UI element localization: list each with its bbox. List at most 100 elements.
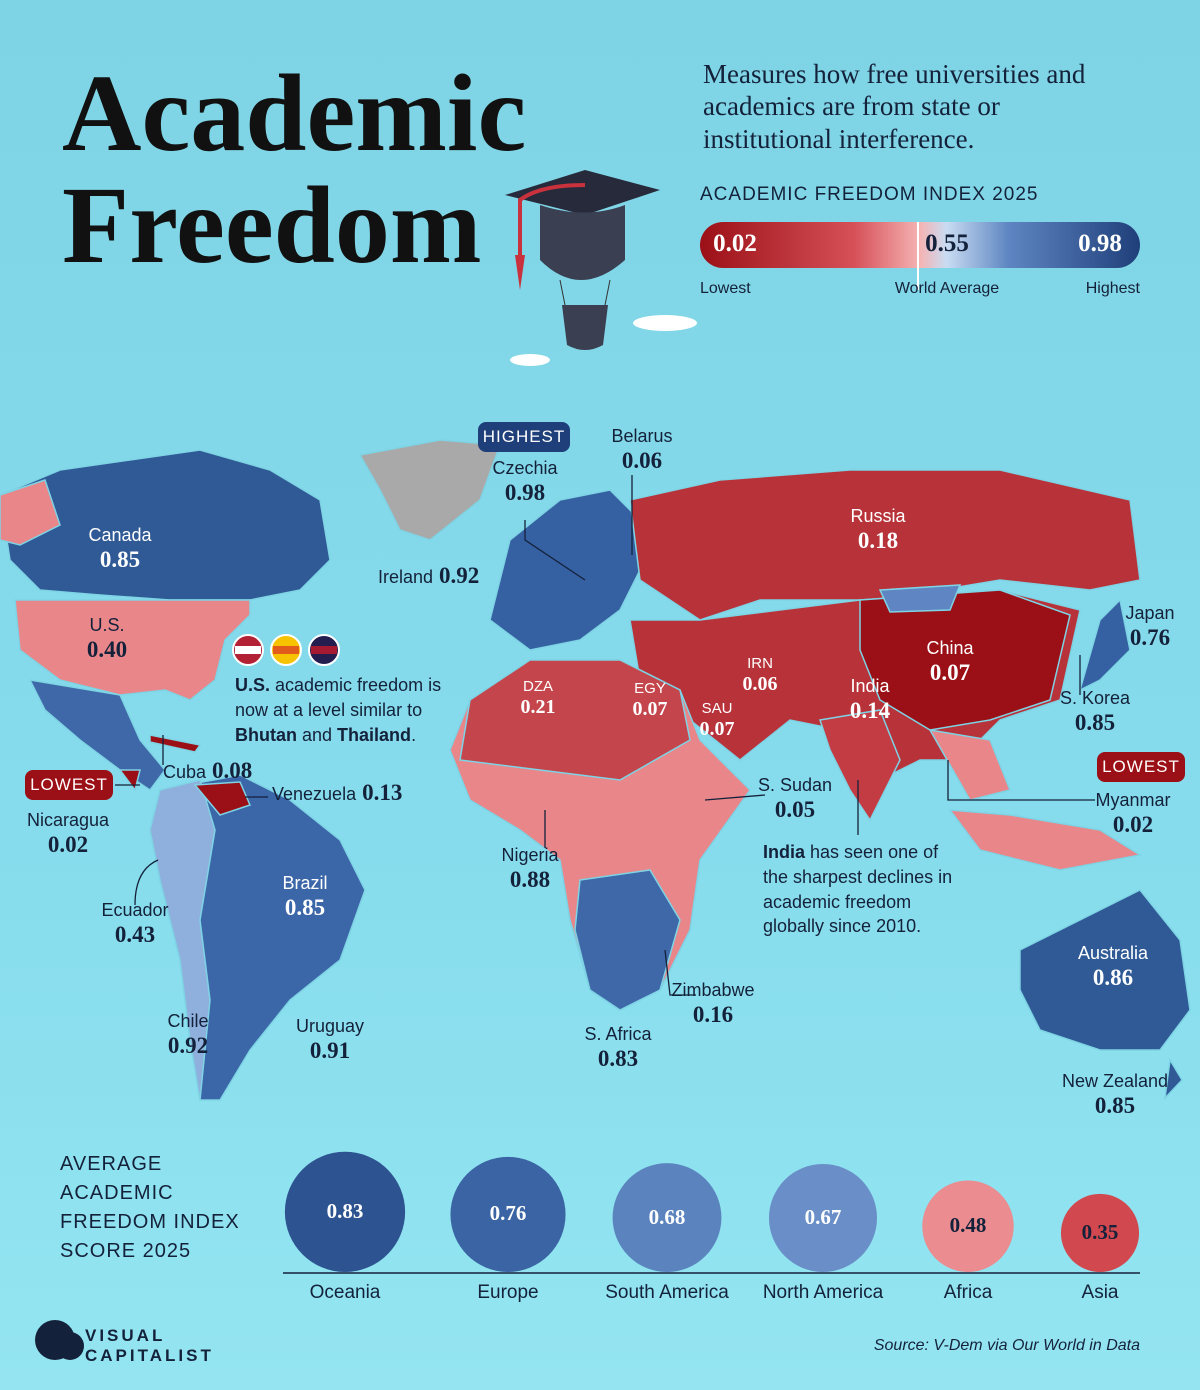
bubble-label: 0.48 xyxy=(949,1213,987,1238)
legend-value: 0.98 xyxy=(1078,230,1122,257)
bubble xyxy=(284,1151,406,1272)
country-value: 0.91 xyxy=(309,1038,351,1063)
badge: LOWEST xyxy=(1097,752,1185,782)
world-map xyxy=(0,439,1191,1101)
country-name: Canada xyxy=(88,525,152,545)
bubble xyxy=(922,1180,1014,1272)
country-name: EGY xyxy=(634,680,666,697)
legend-value: 0.55 xyxy=(925,230,969,257)
country-name: India xyxy=(850,676,890,696)
country-name: Myanmar xyxy=(1095,790,1171,810)
flag-band xyxy=(273,646,299,654)
badge: LOWEST xyxy=(25,770,113,800)
country-name: Chile xyxy=(167,1011,209,1031)
country-value: 0.18 xyxy=(857,528,899,553)
annotation: India has seen one of the sharpest decli… xyxy=(763,840,968,939)
map-label: Venezuela 0.13 xyxy=(272,780,402,806)
legend-bar xyxy=(700,222,1140,290)
country-name: Venezuela xyxy=(272,784,357,804)
bubble-label: 0.67 xyxy=(804,1204,842,1229)
annotation-part: academic freedom is now at a level simil… xyxy=(235,675,442,720)
country-value: 0.76 xyxy=(1129,625,1171,650)
annotation-part: U.S. xyxy=(235,675,271,695)
category-label: Europe xyxy=(477,1282,539,1303)
logo-mark xyxy=(35,1320,84,1360)
legend-value: 0.02 xyxy=(713,230,757,257)
chart-title: AVERAGE ACADEMIC FREEDOM INDEX SCORE 202… xyxy=(60,1153,240,1262)
country-value: 0.06 xyxy=(621,448,663,473)
country-name: SAU xyxy=(701,700,733,717)
bubble xyxy=(1060,1193,1140,1272)
country-value: 0.13 xyxy=(362,780,403,805)
country-value: 0.86 xyxy=(1092,965,1134,990)
country-value: 0.02 xyxy=(47,832,89,857)
country-name: S. Korea xyxy=(1059,688,1131,708)
annotation-part: and xyxy=(297,724,338,745)
leader-lines xyxy=(115,475,1095,996)
country-value: 0.85 xyxy=(99,547,141,572)
country-value: 0.40 xyxy=(86,637,128,662)
country-value: 0.92 xyxy=(167,1033,209,1058)
logo-text: CAPITALIST xyxy=(85,1346,214,1365)
source: Source: V-Dem via Our World in Data xyxy=(873,1337,1140,1354)
annotation: U.S. academic freedom is now at a level … xyxy=(235,673,460,747)
country-value: 0.85 xyxy=(1074,710,1116,735)
legend-label: Lowest xyxy=(700,280,751,297)
bubble-label: 0.68 xyxy=(648,1204,686,1229)
country-name: Australia xyxy=(1077,943,1149,963)
bubble-label: 0.35 xyxy=(1081,1219,1119,1244)
country-value: 0.88 xyxy=(509,867,551,892)
title-line: Freedom xyxy=(62,164,482,286)
balloon-illustration xyxy=(505,170,697,366)
bubble xyxy=(768,1163,878,1272)
country-name: Czechia xyxy=(492,458,558,478)
annotation-part: India xyxy=(763,842,806,862)
badge: HIGHEST xyxy=(478,422,570,452)
country-value: 0.02 xyxy=(1112,812,1154,837)
category-label: Oceania xyxy=(309,1282,381,1303)
bubble-label: 0.83 xyxy=(326,1198,364,1223)
country-name: IRN xyxy=(747,655,773,672)
country-value: 0.85 xyxy=(284,895,326,920)
country-name: Zimbabwe xyxy=(671,980,755,1000)
description: Measures how free universities and acade… xyxy=(703,59,1086,154)
country-value: 0.05 xyxy=(774,797,816,822)
bubble-label: 0.76 xyxy=(489,1201,527,1226)
country-value: 0.07 xyxy=(929,660,971,685)
country-name: New Zealand xyxy=(1061,1071,1169,1091)
country-value: 0.43 xyxy=(114,922,156,947)
country-name: Nigeria xyxy=(501,845,559,865)
country-name: Uruguay xyxy=(295,1016,365,1036)
country-name: Ireland xyxy=(378,567,434,587)
map-label: Cuba 0.08 xyxy=(163,758,252,784)
category-label: Africa xyxy=(943,1282,993,1303)
country-name: U.S. xyxy=(89,615,125,635)
country-name: S. Africa xyxy=(584,1024,652,1044)
country-value: 0.08 xyxy=(212,758,253,783)
country-name: Ecuador xyxy=(101,900,169,920)
annotation-part: . xyxy=(411,724,417,745)
country-name: DZA xyxy=(523,678,553,695)
country-name: Japan xyxy=(1125,603,1175,623)
country-value: 0.07 xyxy=(699,718,735,740)
country-value: 0.85 xyxy=(1094,1093,1136,1118)
country-name: Brazil xyxy=(282,873,328,893)
country-value: 0.06 xyxy=(742,673,778,695)
legend-title: ACADEMIC FREEDOM INDEX 2025 xyxy=(700,184,1039,205)
country-value: 0.16 xyxy=(692,1002,734,1027)
country-value: 0.07 xyxy=(632,698,668,720)
category-label: North America xyxy=(762,1282,884,1303)
country-value: 0.14 xyxy=(849,698,891,723)
map-label: Ireland 0.92 xyxy=(378,563,479,589)
annotation-part: Bhutan xyxy=(235,724,297,745)
category-label: South America xyxy=(605,1282,729,1303)
flag-band xyxy=(311,646,337,654)
legend-label: Highest xyxy=(1085,280,1140,297)
country-name: Nicaragua xyxy=(26,810,110,830)
category-label: Asia xyxy=(1081,1282,1119,1303)
legend-label: World Average xyxy=(894,280,1000,297)
bubble xyxy=(450,1156,566,1272)
logo-text: VISUAL xyxy=(85,1326,166,1345)
